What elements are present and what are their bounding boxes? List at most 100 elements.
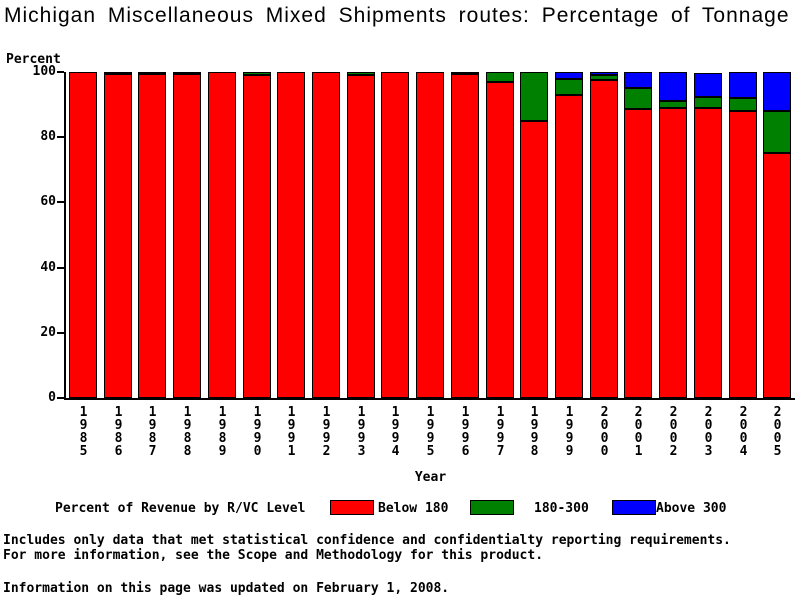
x-tick-char: 0 — [773, 418, 782, 433]
x-tick-char: 1 — [634, 444, 643, 459]
bar-segment-below-180 — [173, 74, 201, 398]
bar-segment-below-180 — [104, 74, 132, 398]
x-tick-char: 0 — [773, 431, 782, 446]
x-tick-char: 9 — [530, 431, 539, 446]
bar-1992 — [312, 72, 340, 398]
bar-1998 — [520, 72, 548, 398]
x-tick-char: 8 — [218, 431, 227, 446]
bar-segment-below-180 — [416, 72, 444, 398]
y-tick-mark — [57, 331, 64, 334]
x-tick-char: 0 — [634, 418, 643, 433]
x-tick-char: 6 — [461, 444, 470, 459]
bar-segment-below-180 — [208, 72, 236, 398]
bar-1991 — [277, 72, 305, 398]
x-tick-char: 3 — [704, 444, 713, 459]
bar-segment-below-180 — [381, 72, 409, 398]
legend-item-label: Above 300 — [656, 501, 727, 516]
bar-segment-above-300 — [590, 72, 618, 75]
x-tick-char: 2 — [322, 444, 331, 459]
y-tick-mark — [57, 266, 64, 269]
x-tick-char: 1 — [357, 405, 366, 420]
x-tick-char: 1 — [287, 444, 296, 459]
x-tick-char: 1 — [183, 405, 192, 420]
x-tick-char: 9 — [357, 431, 366, 446]
x-tick-char: 9 — [391, 418, 400, 433]
x-tick-char: 2 — [704, 405, 713, 420]
x-tick-char: 1 — [426, 405, 435, 420]
x-tick-char: 9 — [287, 418, 296, 433]
x-tick-char: 0 — [739, 431, 748, 446]
x-tick-char: 2 — [669, 405, 678, 420]
legend-swatch-180-300 — [470, 500, 514, 515]
y-axis-label: Percent — [6, 52, 61, 67]
x-tick-char: 0 — [600, 418, 609, 433]
x-tick-char: 9 — [426, 431, 435, 446]
x-tick-char: 9 — [287, 431, 296, 446]
x-tick-char: 1 — [530, 405, 539, 420]
bar-2000 — [590, 72, 618, 398]
bar-segment-180-300 — [694, 97, 722, 108]
bar-segment-above-300 — [659, 72, 687, 101]
x-tick-char: 5 — [79, 444, 88, 459]
x-tick-char: 9 — [565, 431, 574, 446]
x-tick-char: 1 — [79, 405, 88, 420]
x-tick-char: 2 — [773, 405, 782, 420]
x-tick-char: 9 — [253, 418, 262, 433]
x-tick-char: 8 — [530, 444, 539, 459]
y-tick-label: 20 — [40, 324, 56, 340]
chart-title: Michigan Miscellaneous Mixed Shipments r… — [4, 4, 790, 27]
y-tick-mark — [57, 136, 64, 139]
bar-segment-below-180 — [520, 121, 548, 398]
x-tick-char: 4 — [391, 444, 400, 459]
bar-segment-below-180 — [243, 75, 271, 398]
bar-1988 — [173, 72, 201, 398]
x-tick-char: 2 — [739, 405, 748, 420]
x-tick-char: 9 — [426, 418, 435, 433]
bar-2002 — [659, 72, 687, 398]
x-tick-char: 9 — [218, 444, 227, 459]
x-tick-char: 9 — [357, 418, 366, 433]
x-tick-char: 0 — [253, 444, 262, 459]
footnote-line-2: For more information, see the Scope and … — [3, 548, 544, 563]
bar-segment-180-300 — [243, 72, 271, 75]
footnote-line-1: Includes only data that met statistical … — [3, 533, 731, 548]
bar-segment-180-300 — [520, 72, 548, 121]
bar-segment-above-300 — [555, 72, 583, 79]
x-tick-char: 3 — [357, 444, 366, 459]
x-tick-char: 8 — [79, 431, 88, 446]
bar-2003 — [694, 72, 722, 398]
legend-swatch-above-300 — [612, 500, 656, 515]
bar-segment-above-300 — [729, 72, 757, 98]
legend-item-label: Below 180 — [378, 501, 449, 516]
x-tick-char: 0 — [600, 431, 609, 446]
x-tick-char: 7 — [148, 444, 157, 459]
x-tick-char: 9 — [461, 431, 470, 446]
legend-item-label: 180-300 — [534, 501, 589, 516]
y-tick-mark — [57, 397, 64, 399]
bar-segment-below-180 — [277, 72, 305, 398]
x-tick-char: 0 — [704, 431, 713, 446]
x-tick-char: 2 — [634, 405, 643, 420]
bar-2001 — [624, 72, 652, 398]
x-axis-label: Year — [414, 470, 447, 485]
bar-1995 — [416, 72, 444, 398]
bar-segment-180-300 — [659, 101, 687, 108]
x-tick-char: 8 — [148, 431, 157, 446]
bar-segment-180-300 — [763, 111, 791, 153]
x-tick-char: 0 — [669, 418, 678, 433]
x-tick-char: 9 — [218, 418, 227, 433]
x-tick-char: 8 — [183, 431, 192, 446]
x-tick-char: 9 — [391, 431, 400, 446]
